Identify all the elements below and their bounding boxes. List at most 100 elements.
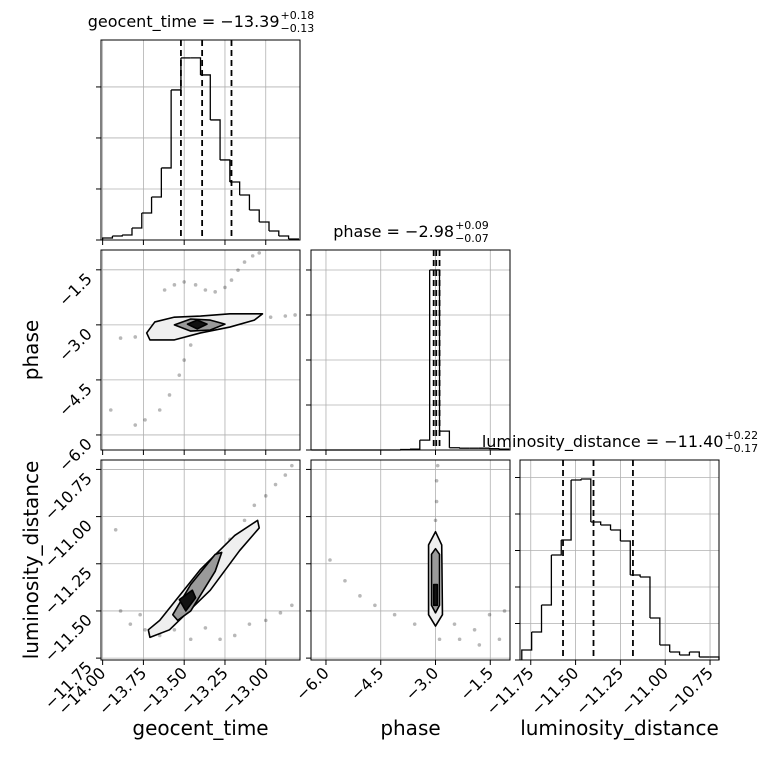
- hist-bin: [521, 632, 533, 660]
- hist-bin: [122, 228, 133, 236]
- sample-point: [328, 558, 332, 562]
- panel: phase = −2.98 +0.09−0.07: [306, 219, 511, 455]
- x-tick-label: −6.0: [292, 663, 333, 704]
- sample-point: [250, 254, 255, 258]
- y-tick-label: −10.75: [41, 469, 96, 524]
- panel-frame: [310, 459, 511, 661]
- contour: [171, 551, 223, 622]
- sample-point: [242, 518, 247, 523]
- panel-title: geocent_time = −13.39: [88, 12, 280, 32]
- sample-point: [157, 408, 162, 412]
- sample-point: [182, 280, 186, 284]
- sample-point: [257, 251, 262, 255]
- sample-point: [293, 313, 297, 317]
- sample-point: [358, 594, 362, 598]
- hist-bin: [600, 524, 612, 530]
- sample-point: [229, 278, 234, 282]
- hist-bin: [571, 478, 582, 481]
- panel-title: luminosity_distance = −11.40: [482, 432, 724, 452]
- hist-bin: [561, 479, 572, 541]
- y-tick-label: −11.00: [41, 516, 96, 571]
- hist-bin: [239, 194, 251, 210]
- sample-point: [223, 285, 227, 290]
- y-tick-label: −11.25: [41, 563, 96, 618]
- sample-point: [435, 463, 440, 468]
- sample-point: [434, 499, 439, 504]
- sample-point: [434, 478, 439, 483]
- panel: geocent_time = −13.39 +0.18−0.13: [88, 9, 315, 245]
- y-tick-label: −3.0: [55, 324, 96, 365]
- hist-bin: [161, 89, 172, 169]
- hist-bin: [580, 478, 592, 522]
- sample-point: [252, 503, 257, 508]
- hist-bin: [649, 617, 661, 645]
- sample-point: [232, 633, 237, 638]
- x-tick-label: −10.75: [662, 663, 717, 718]
- sample-point: [118, 336, 123, 340]
- hist-bin: [210, 119, 221, 160]
- hist-bin: [429, 269, 441, 432]
- x-axis-label: phase: [380, 716, 440, 740]
- contour: [432, 583, 439, 607]
- sample-point: [218, 637, 222, 642]
- hist-bin: [620, 540, 631, 575]
- sample-point: [133, 335, 138, 339]
- sample-point: [203, 288, 208, 292]
- title-sup: +0.09: [455, 219, 489, 232]
- hist-bin: [249, 209, 260, 222]
- hist-bin: [171, 57, 182, 91]
- y-tick-label: −11.50: [41, 610, 96, 665]
- sample-point: [203, 626, 208, 630]
- hist-bin: [551, 539, 562, 556]
- sample-point: [343, 578, 347, 583]
- hist-bin: [659, 644, 671, 653]
- sample-point: [487, 612, 492, 617]
- title-sub: −0.13: [281, 22, 315, 35]
- sample-point: [263, 494, 268, 498]
- sample-point: [172, 283, 177, 287]
- sample-point: [213, 290, 217, 294]
- hist-bin: [610, 529, 622, 541]
- sample-point: [412, 622, 417, 626]
- hist-bin: [541, 554, 553, 606]
- sample-point: [263, 618, 268, 623]
- panel-frame: [100, 459, 301, 661]
- sample-point: [167, 393, 172, 397]
- sample-point: [433, 518, 438, 523]
- hist-bin: [259, 221, 270, 232]
- sample-point: [242, 260, 247, 264]
- hist-bin: [531, 604, 543, 633]
- hist-bin: [269, 230, 280, 237]
- sample-point: [273, 482, 278, 487]
- sample-point: [472, 628, 477, 632]
- contour: [186, 319, 208, 330]
- sample-point: [502, 609, 507, 613]
- hist-bin: [200, 74, 211, 120]
- sample-point: [182, 358, 186, 362]
- panel: −11.75−11.50−11.25−11.00−10.75luminosity…: [482, 429, 758, 740]
- panel-frame: [100, 249, 301, 451]
- x-tick-label: −3.0: [401, 663, 442, 704]
- sample-point: [108, 408, 113, 412]
- sample-point: [392, 612, 397, 617]
- sample-point: [128, 622, 133, 626]
- hist-bin: [141, 196, 153, 214]
- hist-bin: [419, 269, 431, 441]
- sample-point: [457, 637, 462, 642]
- sample-point: [452, 622, 457, 626]
- hist-bin: [278, 235, 290, 239]
- hist-bin: [590, 521, 602, 525]
- x-tick-label: −11.25: [572, 663, 627, 718]
- sample-point: [118, 609, 123, 613]
- x-axis-label: geocent_time: [132, 716, 268, 740]
- x-tick-label: −11.00: [617, 663, 672, 718]
- sample-point: [497, 637, 502, 642]
- panel-frame: [310, 249, 511, 451]
- sample-point: [138, 612, 142, 617]
- hist-bin: [112, 235, 123, 237]
- hist-bin: [669, 651, 681, 655]
- hist-bin: [679, 652, 691, 656]
